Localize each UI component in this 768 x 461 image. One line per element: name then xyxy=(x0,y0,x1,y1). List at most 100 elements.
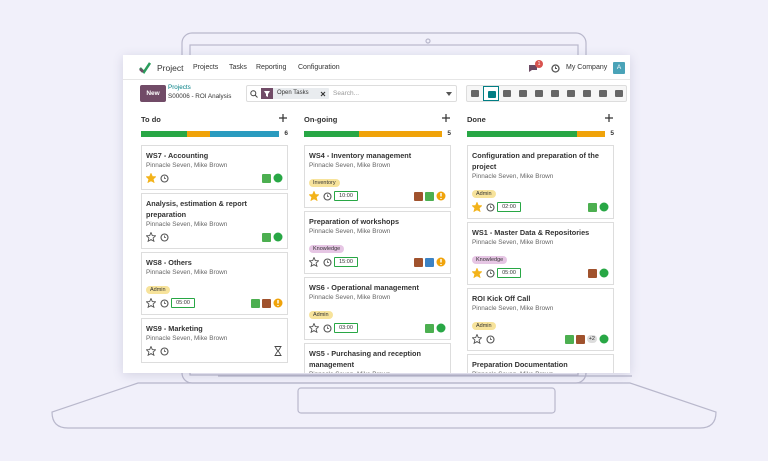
view-button[interactable] xyxy=(611,86,627,101)
card-subtitle: Pinnacle Seven, Mike Brown xyxy=(146,162,228,169)
assignee-avatar xyxy=(414,191,423,201)
column-title: Done xyxy=(467,115,486,124)
activity-button[interactable] xyxy=(160,346,169,356)
kanban-state[interactable] xyxy=(273,173,283,183)
task-card[interactable]: Preparation of workshops Pinnacle Seven, … xyxy=(304,211,451,274)
view-button[interactable] xyxy=(467,86,483,101)
progress-segment[interactable] xyxy=(304,131,360,137)
task-card[interactable]: Analysis, estimation & report preparatio… xyxy=(141,193,288,249)
new-button[interactable]: New xyxy=(140,85,166,102)
menu-item[interactable]: Reporting xyxy=(256,64,287,71)
progress-segment[interactable] xyxy=(210,131,279,137)
laptop-camera xyxy=(425,38,431,44)
breadcrumb-link[interactable]: Projects xyxy=(168,84,191,91)
kanban-state[interactable] xyxy=(436,323,446,333)
search-box[interactable]: Open Tasks Search... xyxy=(246,85,457,102)
card-footer: 03:00 xyxy=(309,322,446,335)
kanban-state[interactable] xyxy=(273,346,283,356)
card-list: WS4 - Inventory management Pinnacle Seven… xyxy=(304,145,451,373)
assignee-avatar xyxy=(425,323,434,333)
progress-segment[interactable] xyxy=(577,131,605,137)
kanban-state[interactable] xyxy=(436,191,446,201)
priority-star[interactable] xyxy=(146,298,156,308)
more-assignees: +2 xyxy=(586,335,597,343)
card-footer: 02:00 xyxy=(472,201,609,214)
progress-segment[interactable] xyxy=(467,131,578,137)
assignee-avatar xyxy=(588,268,597,278)
activity-button[interactable] xyxy=(323,257,332,267)
priority-star[interactable] xyxy=(472,268,482,278)
priority-star[interactable] xyxy=(146,346,156,356)
kanban-state[interactable] xyxy=(599,268,609,278)
priority-star[interactable] xyxy=(146,173,156,183)
progress-bar xyxy=(467,131,605,137)
task-card[interactable]: WS7 - Accounting Pinnacle Seven, Mike Bro… xyxy=(141,145,288,190)
activity-button[interactable] xyxy=(486,334,495,344)
card-right xyxy=(588,268,609,278)
priority-star[interactable] xyxy=(146,232,156,242)
task-card[interactable]: WS9 - Marketing Pinnacle Seven, Mike Brow… xyxy=(141,318,288,363)
filter-facet[interactable]: Open Tasks xyxy=(261,88,329,99)
card-right xyxy=(262,173,283,183)
activity-button[interactable] xyxy=(160,232,169,242)
kanban-state[interactable] xyxy=(599,334,609,344)
view-button[interactable] xyxy=(579,86,595,101)
kanban-state[interactable] xyxy=(436,257,446,267)
view-button[interactable] xyxy=(563,86,579,101)
activity-button[interactable] xyxy=(323,323,332,333)
chat-icon[interactable] xyxy=(528,64,538,73)
priority-star[interactable] xyxy=(309,323,319,333)
card-list: WS7 - Accounting Pinnacle Seven, Mike Bro… xyxy=(141,145,288,366)
activity-icon[interactable] xyxy=(551,64,560,73)
priority-star[interactable] xyxy=(309,257,319,267)
view-button[interactable] xyxy=(515,86,531,101)
menu-item[interactable]: Tasks xyxy=(229,64,247,71)
activity-button[interactable] xyxy=(486,202,495,212)
progress-segment[interactable] xyxy=(187,131,210,137)
kanban-state[interactable] xyxy=(599,202,609,212)
assignee-avatar xyxy=(564,334,574,344)
add-task-button[interactable] xyxy=(605,114,613,122)
activity-button[interactable] xyxy=(323,191,332,201)
progress-segment[interactable] xyxy=(359,131,442,137)
activity-button[interactable] xyxy=(160,298,169,308)
card-subtitle: Pinnacle Seven, Mike Brown xyxy=(472,370,609,373)
task-card[interactable]: WS5 - Purchasing and reception managemen… xyxy=(304,343,451,373)
view-button[interactable] xyxy=(483,86,499,101)
view-button[interactable] xyxy=(595,86,611,101)
search-dropdown[interactable] xyxy=(446,92,452,96)
task-card[interactable]: ROI Kick Off Call Pinnacle Seven, Mike Br… xyxy=(467,288,614,351)
task-card[interactable]: WS6 - Operational management Pinnacle Sev… xyxy=(304,277,451,340)
menu-item[interactable]: Projects xyxy=(193,64,219,71)
task-card[interactable]: Preparation DocumentationPinnacle Seven,… xyxy=(467,354,614,373)
activity-button[interactable] xyxy=(486,268,495,278)
card-title: Analysis, estimation & report preparatio… xyxy=(146,199,247,219)
company-switcher[interactable]: My Company xyxy=(566,64,608,71)
view-button[interactable] xyxy=(499,86,515,101)
activity-button[interactable] xyxy=(160,173,169,183)
card-subtitle: Pinnacle Seven, Mike Brown xyxy=(146,269,228,276)
kanban-state[interactable] xyxy=(273,232,283,242)
priority-star[interactable] xyxy=(472,334,482,344)
task-card[interactable]: WS1 - Master Data & Repositories Pinnacle… xyxy=(467,222,614,285)
card-tag: Admin xyxy=(146,286,170,294)
view-button[interactable] xyxy=(547,86,563,101)
card-right: +2 xyxy=(564,334,609,344)
task-card[interactable]: WS8 - Others Pinnacle Seven, Mike Brown Ad… xyxy=(141,252,288,315)
view-button[interactable] xyxy=(531,86,547,101)
app-name[interactable]: Project xyxy=(157,63,184,73)
facet-remove[interactable] xyxy=(320,91,326,97)
kanban-state[interactable] xyxy=(273,298,283,308)
progress-segment[interactable] xyxy=(141,131,187,137)
user-avatar[interactable]: A xyxy=(613,62,625,74)
card-tag: Knowledge xyxy=(472,256,508,264)
add-task-button[interactable] xyxy=(279,114,287,122)
task-card[interactable]: Configuration and preparation of the pro… xyxy=(467,145,614,219)
card-subtitle: Pinnacle Seven, Mike Brown xyxy=(472,305,554,312)
card-title: Preparation Documentation xyxy=(472,360,568,369)
priority-star[interactable] xyxy=(309,191,319,201)
priority-star[interactable] xyxy=(472,202,482,212)
task-card[interactable]: WS4 - Inventory management Pinnacle Seven… xyxy=(304,145,451,208)
add-task-button[interactable] xyxy=(442,114,450,122)
menu-item[interactable]: Configuration xyxy=(298,64,340,71)
